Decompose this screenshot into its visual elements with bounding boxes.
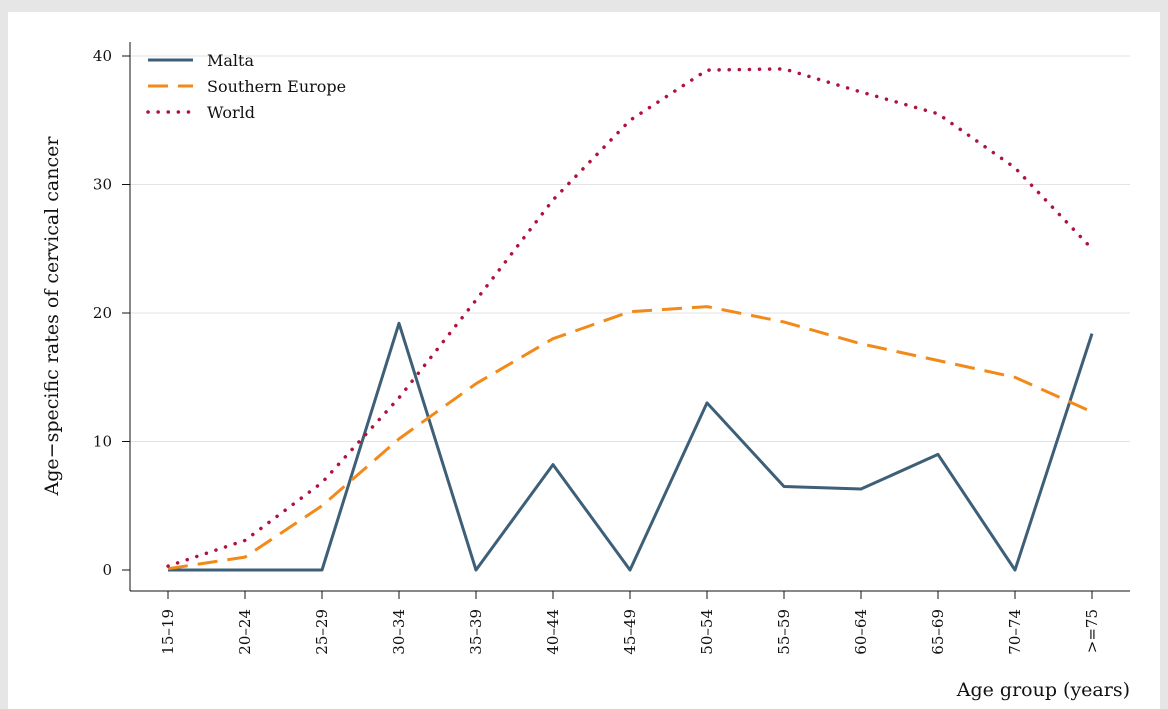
axes [129,42,1130,592]
x-tick-label: 70–74 [1006,609,1024,655]
y-ticks: 0 10 20 30 40 [93,47,130,579]
x-tick-label: 30–34 [390,609,408,655]
series-line-southern-europe [167,305,1093,571]
y-tick-label: 10 [93,433,112,451]
legend-label: Southern Europe [207,77,346,96]
y-tick-label: 0 [102,561,112,579]
x-tick-label: 25–29 [313,609,331,655]
series-line-malta [168,321,1094,572]
legend-label: Malta [207,51,254,70]
series-lines [166,67,1094,572]
y-tick-label: 30 [93,176,112,194]
x-tick-label: 45–49 [621,609,639,655]
x-tick-label: 50–54 [698,609,716,655]
x-tick-label: 65–69 [929,609,947,655]
series-line-world [166,67,1094,568]
y-axis-title: Age−specific rates of cervical cancer [41,136,63,497]
x-tick-label: 20–24 [236,609,254,655]
x-ticks: 15–19 20–24 25–29 30–34 35–39 40–44 45–49 50–54… [159,591,1101,655]
y-tick-label: 40 [93,47,112,65]
x-tick-label: 60–64 [852,609,870,655]
x-tick-label: 15–19 [159,609,177,655]
grid-lines [130,55,1130,442]
x-axis-title: Age group (years) [956,679,1130,701]
x-tick-label: 35–39 [467,609,485,655]
x-tick-label: 55–59 [775,609,793,655]
legend-label: World [207,103,255,122]
x-tick-label: 40–44 [544,609,562,655]
legend: Malta Southern Europe World [146,51,346,122]
x-tick-label: >=75 [1083,609,1101,653]
y-tick-label: 20 [93,304,112,322]
